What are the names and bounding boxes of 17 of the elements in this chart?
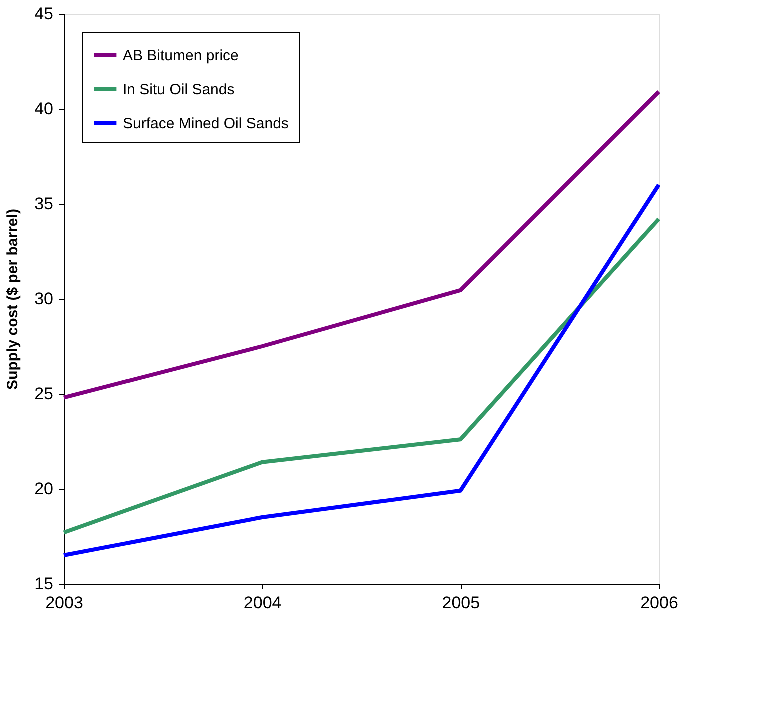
y-tick-label: 25 [34, 384, 54, 404]
legend-label: In Situ Oil Sands [123, 82, 235, 98]
x-tick-label: 2005 [442, 594, 480, 612]
legend-label: AB Bitumen price [123, 48, 239, 64]
y-tick-label: 45 [34, 4, 54, 24]
y-tick-label: 30 [34, 290, 54, 308]
y-tick-label: 35 [34, 194, 54, 214]
y-tick-label: 40 [34, 100, 54, 118]
x-tick-label: 2003 [46, 594, 84, 612]
x-tick-label: 2004 [244, 594, 282, 612]
legend-label: Surface Mined Oil Sands [123, 116, 289, 132]
line-series [62, 183, 661, 558]
y-tick-label: 20 [34, 480, 54, 498]
y-tick-label: 15 [34, 574, 54, 594]
line-series [62, 217, 661, 535]
y-axis-title: Supply cost ($ per barrel) [4, 209, 22, 390]
x-tick-label: 2006 [640, 594, 678, 612]
